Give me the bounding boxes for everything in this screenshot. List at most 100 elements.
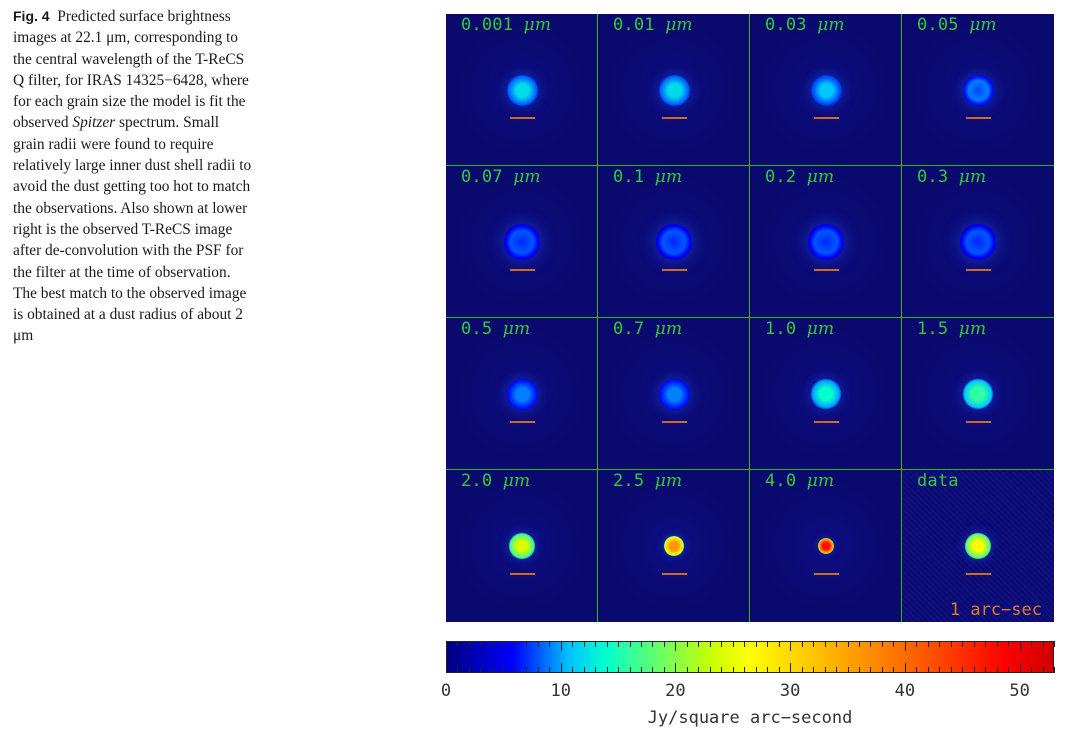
panel-unit: μm [654,167,683,187]
panel-unit: μm [513,167,541,187]
colorbar-minor-tick [572,641,574,647]
panel-grain-size-label: 0.1 μm [613,167,682,187]
figure-label: Fig. 4 [13,8,50,24]
colorbar-minor-tick [698,667,700,673]
image-panel: 2.0 μm [446,470,598,622]
colorbar-tick-label: 10 [550,681,571,701]
scale-bar [966,573,991,575]
panel-grain-size-label: 1.0 μm [765,319,834,339]
colorbar-minor-tick [767,641,769,647]
colorbar-minor-tick [858,641,860,647]
colorbar-minor-tick [824,641,826,647]
colorbar-minor-tick [962,667,964,673]
colorbar-minor-tick [870,667,872,673]
colorbar-minor-tick [514,641,516,647]
colorbar-minor-tick [709,667,711,673]
colorbar-major-tick [790,641,792,651]
image-panel: 0.01 μm [598,14,750,166]
image-panel: 2.5 μm [598,470,750,622]
scale-bar [814,269,839,271]
colorbar-minor-tick [618,641,620,647]
colorbar-minor-tick [939,667,941,673]
colorbar-minor-tick [744,667,746,673]
panel-grain-size-label: 0.3 μm [917,167,986,187]
colorbar-minor-tick [893,641,895,647]
panel-grain-size-label: 0.07 μm [461,167,541,187]
panel-grain-size-label: 0.01 μm [613,15,693,35]
colorbar-minor-tick [847,667,849,673]
colorbar-minor-tick [572,667,574,673]
colorbar-minor-tick [526,667,528,673]
panel-grain-size-value: data [917,471,959,491]
colorbar-minor-tick [526,641,528,647]
colorbar-minor-tick [755,667,757,673]
panel-grain-size-value: 4.0 [765,471,797,491]
scale-bar [966,269,991,271]
image-panel: data 1 arc−sec [902,470,1054,622]
scale-bar [814,117,839,119]
colorbar-minor-tick [468,667,470,673]
surface-brightness-blob [963,379,993,409]
colorbar-minor-tick [698,641,700,647]
scale-bar [510,421,535,423]
colorbar-minor-tick [606,667,608,673]
colorbar-minor-tick [1008,667,1010,673]
colorbar-minor-tick [491,667,493,673]
panel-grain-size-value: 2.0 [461,471,493,491]
colorbar [446,641,1054,673]
colorbar-major-tick [790,663,792,673]
colorbar-major-tick [904,663,906,673]
image-panel: 4.0 μm [750,470,902,622]
colorbar-minor-tick [778,641,780,647]
colorbar-minor-tick [1031,667,1033,673]
panel-grain-size-label: 2.0 μm [461,471,530,491]
model-image-grid: 0.001 μm 0.01 μm 0.03 μm 0.05 μm 0.07 μm 0.1 … [446,14,1054,622]
scale-bar [510,117,535,119]
colorbar-minor-tick [996,641,998,647]
scale-bar [510,573,535,575]
panel-grain-size-value: 1.5 [917,319,949,339]
colorbar-minor-tick [652,667,654,673]
panel-grain-size-value: 0.01 [613,15,655,35]
panel-unit: μm [806,471,835,491]
surface-brightness-blob [810,74,842,106]
colorbar-major-tick [1019,641,1021,651]
panel-unit: μm [958,319,987,339]
panel-grain-size-value: 0.1 [613,167,645,187]
surface-brightness-blob [656,224,692,260]
colorbar-minor-tick [996,667,998,673]
panel-grain-size-label: 2.5 μm [613,471,682,491]
panel-unit: μm [654,471,683,491]
colorbar-label: Jy/square arc−second [647,708,853,728]
colorbar-minor-tick [916,667,918,673]
surface-brightness-blob [504,224,540,260]
panel-grain-size-label: 0.001 μm [461,15,551,35]
colorbar-major-tick [446,663,447,673]
scale-bar [510,269,535,271]
colorbar-minor-tick [858,667,860,673]
scale-bar [966,421,991,423]
colorbar-minor-tick [537,667,539,673]
panel-grain-size-value: 0.5 [461,319,493,339]
colorbar-minor-tick [457,641,459,647]
panel-grain-size-value: 1.0 [765,319,797,339]
colorbar-major-tick [560,641,562,651]
colorbar-minor-tick [537,641,539,647]
surface-brightness-blob [658,74,690,106]
panel-grain-size-label: 4.0 μm [765,471,834,491]
colorbar-major-tick [446,641,447,651]
panel-grain-size-value: 0.001 [461,15,514,35]
panel-grain-size-value: 0.07 [461,167,503,187]
colorbar-minor-tick [973,641,975,647]
surface-brightness-blob [818,538,834,554]
colorbar-minor-tick [1042,641,1044,647]
colorbar-minor-tick [549,667,551,673]
colorbar-minor-tick [1031,641,1033,647]
colorbar-minor-tick [480,641,482,647]
surface-brightness-blob [658,378,690,410]
colorbar-minor-tick [721,667,723,673]
panel-grain-size-value: 0.03 [765,15,807,35]
image-panel: 0.03 μm [750,14,902,166]
surface-brightness-blob [506,74,538,106]
panel-grain-size-label: data [917,471,959,491]
